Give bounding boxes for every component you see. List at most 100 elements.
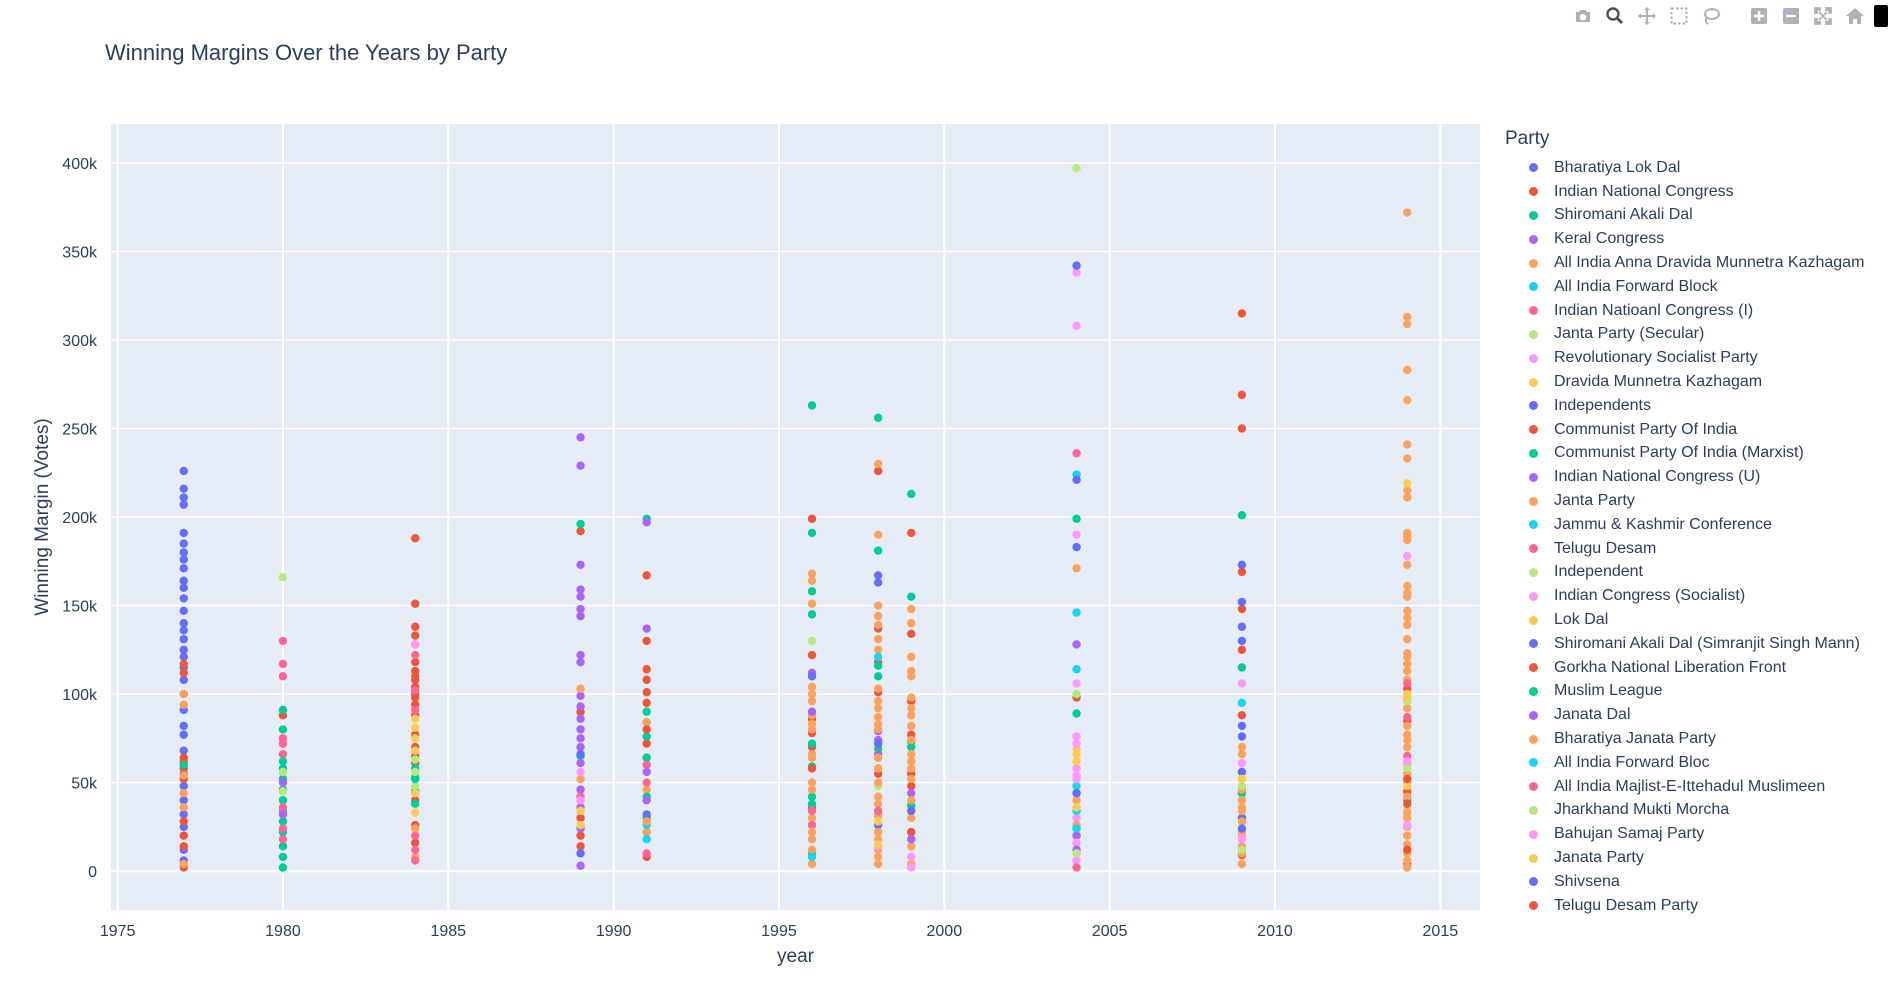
data-point[interactable] xyxy=(576,611,585,621)
data-point[interactable] xyxy=(1403,820,1412,830)
data-point[interactable] xyxy=(1403,454,1412,463)
data-point[interactable] xyxy=(278,810,288,819)
data-point[interactable] xyxy=(807,827,817,837)
data-point[interactable] xyxy=(411,534,420,543)
data-point[interactable] xyxy=(576,796,585,805)
legend-item[interactable]: Indian National Congress (U) xyxy=(1505,465,1864,489)
data-point[interactable] xyxy=(1072,475,1081,485)
data-point[interactable] xyxy=(411,831,420,840)
data-point[interactable] xyxy=(411,705,420,715)
data-point[interactable] xyxy=(642,675,651,685)
data-point[interactable] xyxy=(1072,788,1081,798)
legend-item[interactable]: Keral Congress xyxy=(1505,227,1864,251)
data-point[interactable] xyxy=(179,583,188,593)
plotly-logo[interactable] xyxy=(1874,5,1888,27)
data-point[interactable] xyxy=(1403,606,1412,616)
data-point[interactable] xyxy=(576,657,585,667)
data-point[interactable] xyxy=(576,725,585,734)
data-point[interactable] xyxy=(411,788,420,798)
data-point[interactable] xyxy=(576,785,585,794)
data-point[interactable] xyxy=(179,842,188,851)
legend-item[interactable]: Gorkha National Liberation Front xyxy=(1505,656,1864,680)
data-point[interactable] xyxy=(179,576,188,585)
data-point[interactable] xyxy=(411,657,420,667)
data-point[interactable] xyxy=(907,863,916,872)
data-point[interactable] xyxy=(179,528,188,538)
data-point[interactable] xyxy=(873,413,883,423)
data-point[interactable] xyxy=(907,827,916,837)
data-point[interactable] xyxy=(1237,845,1247,855)
data-point[interactable] xyxy=(642,760,651,770)
data-point[interactable] xyxy=(1072,542,1081,552)
data-point[interactable] xyxy=(1072,764,1081,773)
data-point[interactable] xyxy=(1403,208,1412,217)
data-point[interactable] xyxy=(411,650,420,660)
data-point[interactable] xyxy=(1403,764,1412,773)
legend-item[interactable]: Dravida Munnetra Kazhagam xyxy=(1505,370,1864,394)
data-point[interactable] xyxy=(1403,532,1412,541)
legend-item[interactable]: Janta Party xyxy=(1505,489,1864,513)
legend-item[interactable]: Bharatiya Lok Dal xyxy=(1505,156,1864,180)
data-point[interactable] xyxy=(1072,771,1081,780)
data-point[interactable] xyxy=(576,734,585,743)
data-point[interactable] xyxy=(807,514,817,523)
data-point[interactable] xyxy=(1403,312,1412,322)
data-point[interactable] xyxy=(873,620,883,630)
data-point[interactable] xyxy=(907,604,916,614)
data-point[interactable] xyxy=(1072,803,1081,812)
data-point[interactable] xyxy=(179,539,188,548)
legend-item[interactable]: Indian Natioanl Congress (I) xyxy=(1505,299,1864,323)
data-point[interactable] xyxy=(642,834,651,844)
data-point[interactable] xyxy=(873,611,883,621)
data-point[interactable] xyxy=(1403,486,1412,495)
legend-item[interactable]: Independents xyxy=(1505,394,1864,418)
box-select-icon[interactable] xyxy=(1666,4,1692,28)
data-point[interactable] xyxy=(642,707,651,716)
data-point[interactable] xyxy=(1237,742,1247,752)
data-point[interactable] xyxy=(179,619,188,628)
data-point[interactable] xyxy=(1072,709,1081,718)
data-point[interactable] xyxy=(1403,634,1412,644)
data-point[interactable] xyxy=(278,725,288,734)
data-point[interactable] xyxy=(907,806,916,816)
data-point[interactable] xyxy=(873,634,883,644)
legend-item[interactable]: Shivsena xyxy=(1505,870,1864,894)
data-point[interactable] xyxy=(1072,838,1081,847)
data-point[interactable] xyxy=(278,757,288,766)
data-point[interactable] xyxy=(642,810,651,819)
camera-icon[interactable] xyxy=(1570,4,1596,28)
data-point[interactable] xyxy=(576,842,585,851)
data-point[interactable] xyxy=(873,792,883,801)
data-point[interactable] xyxy=(1237,817,1247,826)
data-point[interactable] xyxy=(411,734,420,743)
data-point[interactable] xyxy=(1403,863,1412,872)
data-point[interactable] xyxy=(907,788,916,798)
data-point[interactable] xyxy=(873,546,883,555)
data-point[interactable] xyxy=(179,652,188,662)
data-point[interactable] xyxy=(1237,424,1247,433)
data-point[interactable] xyxy=(873,840,883,849)
data-point[interactable] xyxy=(807,587,817,596)
data-point[interactable] xyxy=(179,817,188,826)
data-point[interactable] xyxy=(873,696,883,706)
data-point[interactable] xyxy=(179,634,188,644)
data-point[interactable] xyxy=(576,750,585,759)
data-point[interactable] xyxy=(1072,732,1081,741)
data-point[interactable] xyxy=(1237,781,1247,791)
data-point[interactable] xyxy=(576,774,585,784)
data-point[interactable] xyxy=(907,592,916,601)
data-point[interactable] xyxy=(642,624,651,633)
data-point[interactable] xyxy=(278,739,288,748)
data-point[interactable] xyxy=(873,778,883,787)
data-point[interactable] xyxy=(907,852,916,862)
data-point[interactable] xyxy=(1403,735,1412,745)
data-point[interactable] xyxy=(179,594,188,603)
data-point[interactable] xyxy=(576,526,585,536)
legend-item[interactable]: Bharatiya Janata Party xyxy=(1505,727,1864,751)
data-point[interactable] xyxy=(576,831,585,840)
data-point[interactable] xyxy=(1237,803,1247,812)
data-point[interactable] xyxy=(1072,750,1081,759)
data-point[interactable] xyxy=(807,852,817,862)
data-point[interactable] xyxy=(278,659,288,669)
legend-item[interactable]: All India Forward Bloc xyxy=(1505,751,1864,775)
